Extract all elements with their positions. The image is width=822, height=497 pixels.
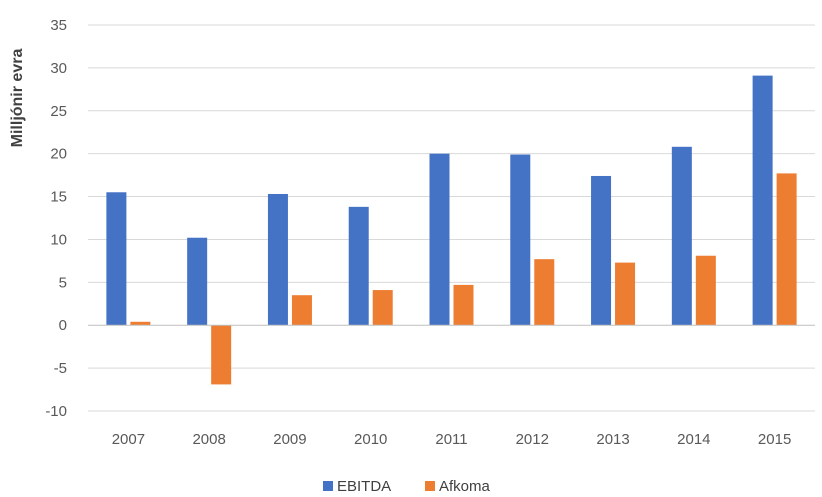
bar-ebitda-2011 — [429, 153, 450, 326]
bar-ebitda-2013 — [591, 175, 612, 326]
legend-swatch-ebitda — [323, 481, 333, 491]
bar-afkoma-2011 — [453, 284, 474, 326]
x-tick-label: 2007 — [112, 431, 145, 448]
x-tick-label: 2011 — [435, 431, 467, 448]
bar-ebitda-2008 — [187, 237, 208, 326]
x-tick-label: 2015 — [758, 431, 791, 448]
bar-afkoma-2009 — [291, 295, 312, 326]
y-tick-label: 15 — [50, 189, 67, 206]
bar-ebitda-2014 — [671, 146, 692, 326]
x-axis-ticks: 2007 2008 2009 2010 2011 2012 2013 2014 2015 — [112, 431, 792, 448]
x-tick-label: 2010 — [354, 431, 387, 448]
y-tick-label: -10 — [45, 403, 67, 420]
y-tick-label: 30 — [50, 60, 67, 77]
legend-swatch-afkoma — [425, 481, 435, 491]
x-tick-label: 2013 — [596, 431, 629, 448]
bar-ebitda-2007 — [106, 192, 127, 326]
bar-afkoma-2008 — [211, 325, 232, 385]
bar-afkoma-2013 — [615, 262, 636, 326]
x-tick-label: 2014 — [677, 431, 710, 448]
y-tick-label: 25 — [50, 103, 67, 120]
gridlines — [88, 24, 815, 412]
legend: EBITDA Afkoma — [323, 478, 491, 495]
y-axis-ticks: -10 -5 0 5 10 15 20 25 30 35 — [45, 17, 67, 420]
y-tick-label: 5 — [59, 274, 67, 291]
x-tick-label: 2008 — [192, 431, 225, 448]
bar-afkoma-2010 — [372, 290, 393, 326]
legend-label-afkoma: Afkoma — [439, 478, 491, 495]
bar-afkoma-2007 — [130, 321, 151, 326]
bar-ebitda-2015 — [752, 75, 773, 326]
y-tick-label: 10 — [50, 231, 67, 248]
legend-label-ebitda: EBITDA — [337, 478, 391, 495]
bar-ebitda-2010 — [348, 206, 369, 326]
bar-ebitda-2009 — [267, 193, 288, 326]
x-tick-label: 2009 — [273, 431, 306, 448]
y-tick-label: 20 — [50, 146, 67, 163]
bar-afkoma-2015 — [776, 173, 797, 326]
bar-afkoma-2014 — [695, 255, 716, 326]
bars — [106, 75, 797, 385]
y-tick-label: -5 — [54, 360, 67, 377]
x-tick-label: 2012 — [516, 431, 549, 448]
y-axis-label: Milljónir evra — [9, 49, 26, 148]
y-tick-label: 35 — [50, 17, 67, 34]
y-tick-label: 0 — [59, 317, 67, 334]
bar-afkoma-2012 — [534, 259, 555, 326]
bar-ebitda-2012 — [510, 154, 531, 326]
